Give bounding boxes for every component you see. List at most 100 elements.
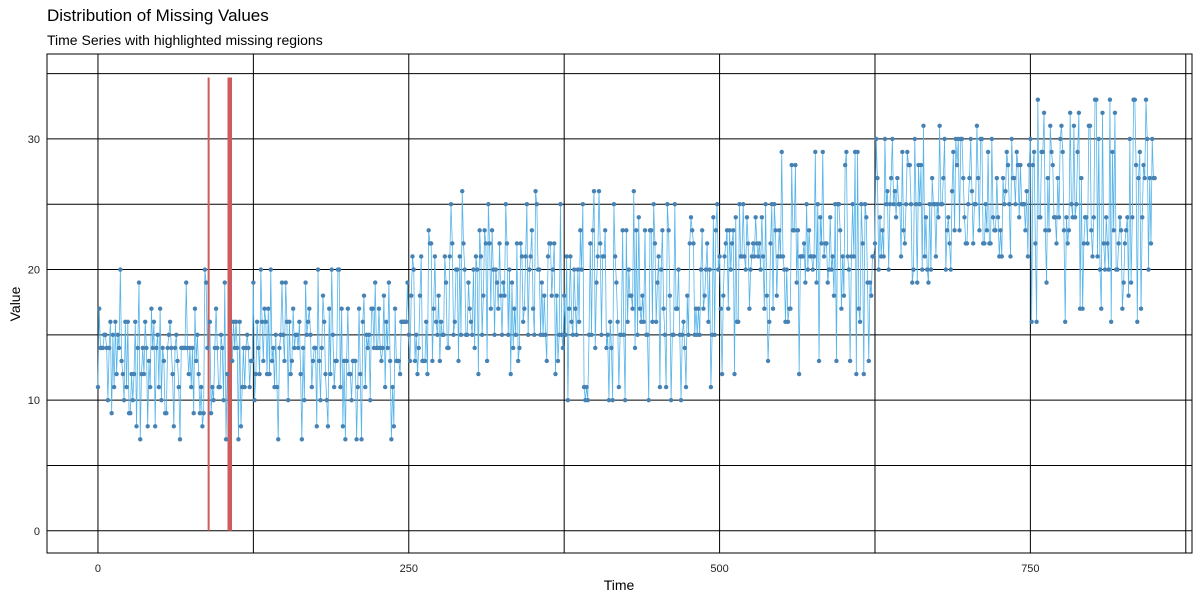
data-point bbox=[542, 293, 547, 298]
data-point bbox=[116, 345, 122, 351]
data-point bbox=[409, 293, 414, 298]
data-point bbox=[119, 358, 124, 364]
y-axis-label: Value bbox=[7, 286, 23, 321]
data-point bbox=[796, 371, 802, 377]
data-point bbox=[886, 267, 891, 272]
data-point bbox=[876, 267, 881, 272]
data-point bbox=[353, 358, 358, 364]
data-point bbox=[282, 358, 287, 364]
data-point bbox=[1030, 162, 1036, 168]
data-point bbox=[660, 228, 665, 233]
data-point bbox=[845, 254, 850, 259]
data-point bbox=[646, 397, 651, 403]
data-point bbox=[482, 228, 487, 233]
data-point bbox=[170, 371, 175, 377]
data-point bbox=[247, 384, 252, 390]
data-point bbox=[957, 228, 962, 233]
data-point bbox=[1074, 202, 1079, 207]
data-point bbox=[164, 411, 169, 416]
data-point bbox=[169, 345, 174, 351]
data-point bbox=[338, 384, 343, 390]
data-point bbox=[834, 358, 839, 364]
data-point bbox=[553, 371, 558, 377]
data-point bbox=[285, 397, 291, 403]
data-point bbox=[244, 332, 250, 338]
data-point bbox=[941, 175, 946, 181]
data-point bbox=[578, 228, 583, 233]
data-point bbox=[1053, 215, 1058, 220]
data-point bbox=[1029, 319, 1034, 324]
data-point bbox=[1024, 188, 1029, 194]
y-tick-label: 30 bbox=[28, 134, 40, 146]
data-point bbox=[847, 358, 853, 364]
data-point bbox=[186, 371, 191, 377]
data-point bbox=[745, 241, 751, 246]
data-point bbox=[314, 424, 319, 429]
data-point bbox=[1054, 241, 1059, 246]
data-point bbox=[387, 358, 393, 364]
data-point bbox=[1142, 175, 1147, 181]
data-point bbox=[666, 228, 671, 233]
data-point bbox=[640, 293, 645, 298]
data-point bbox=[681, 319, 686, 324]
data-point bbox=[918, 162, 924, 168]
data-point bbox=[942, 136, 947, 142]
data-point bbox=[711, 215, 716, 220]
data-point bbox=[1038, 215, 1043, 220]
data-point bbox=[379, 358, 384, 364]
data-point bbox=[165, 345, 170, 351]
data-point bbox=[140, 345, 145, 351]
missing-regions bbox=[207, 77, 232, 531]
data-point bbox=[605, 332, 610, 338]
data-point bbox=[1043, 228, 1048, 233]
data-point bbox=[791, 228, 797, 233]
data-point bbox=[816, 358, 822, 364]
data-point bbox=[192, 306, 198, 311]
data-point bbox=[309, 384, 314, 390]
data-point bbox=[629, 293, 634, 298]
data-point bbox=[764, 293, 770, 298]
data-point bbox=[736, 319, 741, 324]
data-point bbox=[414, 332, 419, 338]
data-point bbox=[728, 267, 733, 272]
data-point bbox=[657, 384, 663, 390]
data-point bbox=[456, 358, 461, 364]
data-point bbox=[726, 306, 731, 311]
data-point bbox=[584, 384, 589, 390]
data-point bbox=[1125, 215, 1130, 220]
data-point bbox=[928, 267, 934, 272]
data-point bbox=[527, 267, 532, 272]
data-point bbox=[492, 332, 497, 338]
data-point bbox=[331, 384, 337, 390]
data-point bbox=[217, 384, 223, 390]
data-point bbox=[494, 280, 500, 285]
data-point bbox=[136, 280, 142, 285]
data-point bbox=[1112, 110, 1118, 115]
data-point bbox=[109, 411, 114, 416]
data-point bbox=[947, 241, 952, 246]
data-point bbox=[358, 371, 363, 377]
data-point bbox=[499, 332, 505, 338]
data-point bbox=[641, 319, 646, 324]
data-point bbox=[511, 345, 516, 351]
chart-title: Distribution of Missing Values bbox=[47, 6, 269, 25]
data-point bbox=[966, 202, 971, 207]
data-point bbox=[926, 280, 931, 285]
data-point bbox=[757, 241, 762, 246]
data-point bbox=[742, 254, 747, 259]
data-point bbox=[147, 384, 153, 390]
data-point bbox=[1143, 97, 1149, 102]
data-point bbox=[365, 345, 370, 351]
data-point bbox=[1145, 136, 1150, 142]
data-point bbox=[814, 280, 819, 285]
data-point bbox=[320, 293, 326, 298]
data-point bbox=[1034, 319, 1039, 324]
data-point bbox=[307, 306, 312, 311]
data-point bbox=[1141, 162, 1146, 168]
x-tick-label: 750 bbox=[1021, 563, 1039, 575]
data-point bbox=[433, 319, 439, 324]
data-point bbox=[438, 319, 444, 324]
data-point bbox=[596, 188, 602, 194]
data-point bbox=[259, 319, 265, 324]
data-point bbox=[200, 424, 205, 429]
